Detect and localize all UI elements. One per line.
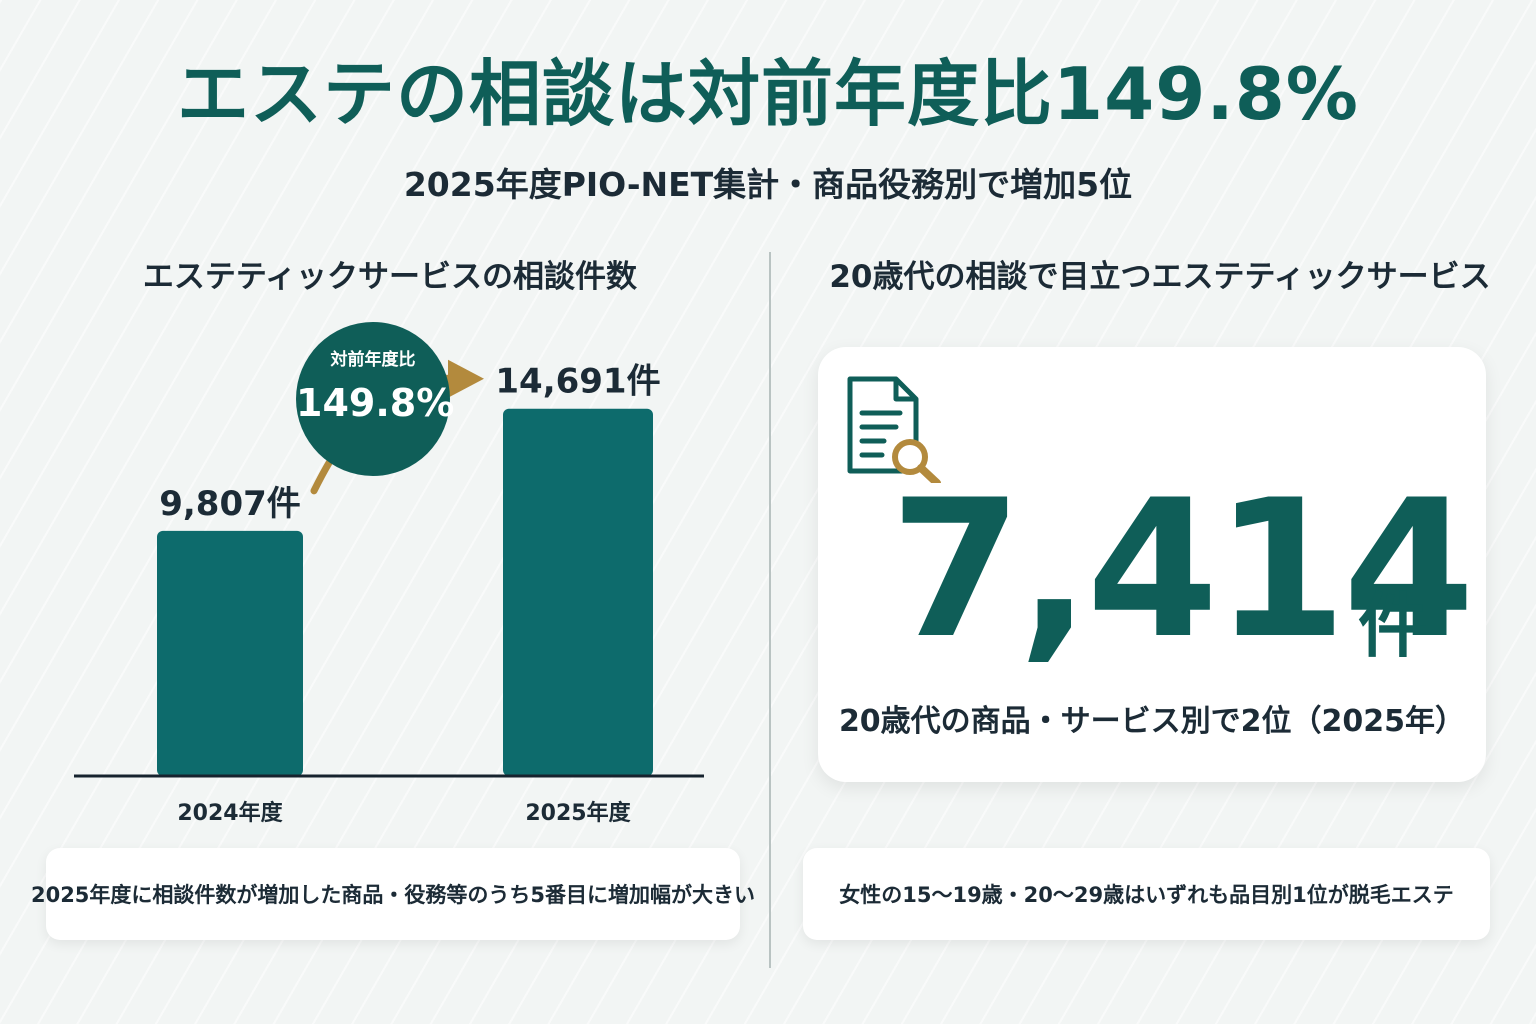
document-search-icon [847,376,941,483]
growth-badge-value: 149.8% [296,381,455,425]
page-title: エステの相談は対前年度比149.8% [177,52,1359,136]
bar-chart: 9,807件 2024年度 14,691件 2025年度 [74,359,704,826]
section-divider [769,252,771,968]
bar-2025年度 [503,408,653,776]
stat-note-card: 女性の15～19歳・20～29歳はいずれも品目別1位が脱毛エステ [803,848,1490,940]
x-tick-label: 2024年度 [177,800,283,826]
stat-number: 7,414 [890,459,1475,680]
page-subtitle: 2025年度PIO-NET集計・商品役務別で増加5位 [403,165,1133,204]
stat-section-title: 20歳代の相談で目立つエステティックサービス [829,259,1491,295]
x-tick-label: 2025年度 [525,800,631,826]
stat-card: 7,414 件 20歳代の商品・サービス別で2位（2025年） [818,347,1486,782]
stat-caption: 20歳代の商品・サービス別で2位（2025年） [838,704,1466,739]
stat-unit: 件 [1358,585,1428,667]
chart-note-card: 2025年度に相談件数が増加した商品・役務等のうち5番目に増加幅が大きい [31,848,755,940]
growth-badge-label: 対前年度比 [330,350,416,370]
growth-arrow-head [448,359,484,398]
growth-badge: 対前年度比 149.8% [296,322,455,476]
bar-value-label: 14,691件 [495,362,660,402]
chart-section-title: エステティックサービスの相談件数 [142,259,638,295]
bar-value-label: 9,807件 [159,484,301,524]
bar-2024年度 [157,530,303,776]
